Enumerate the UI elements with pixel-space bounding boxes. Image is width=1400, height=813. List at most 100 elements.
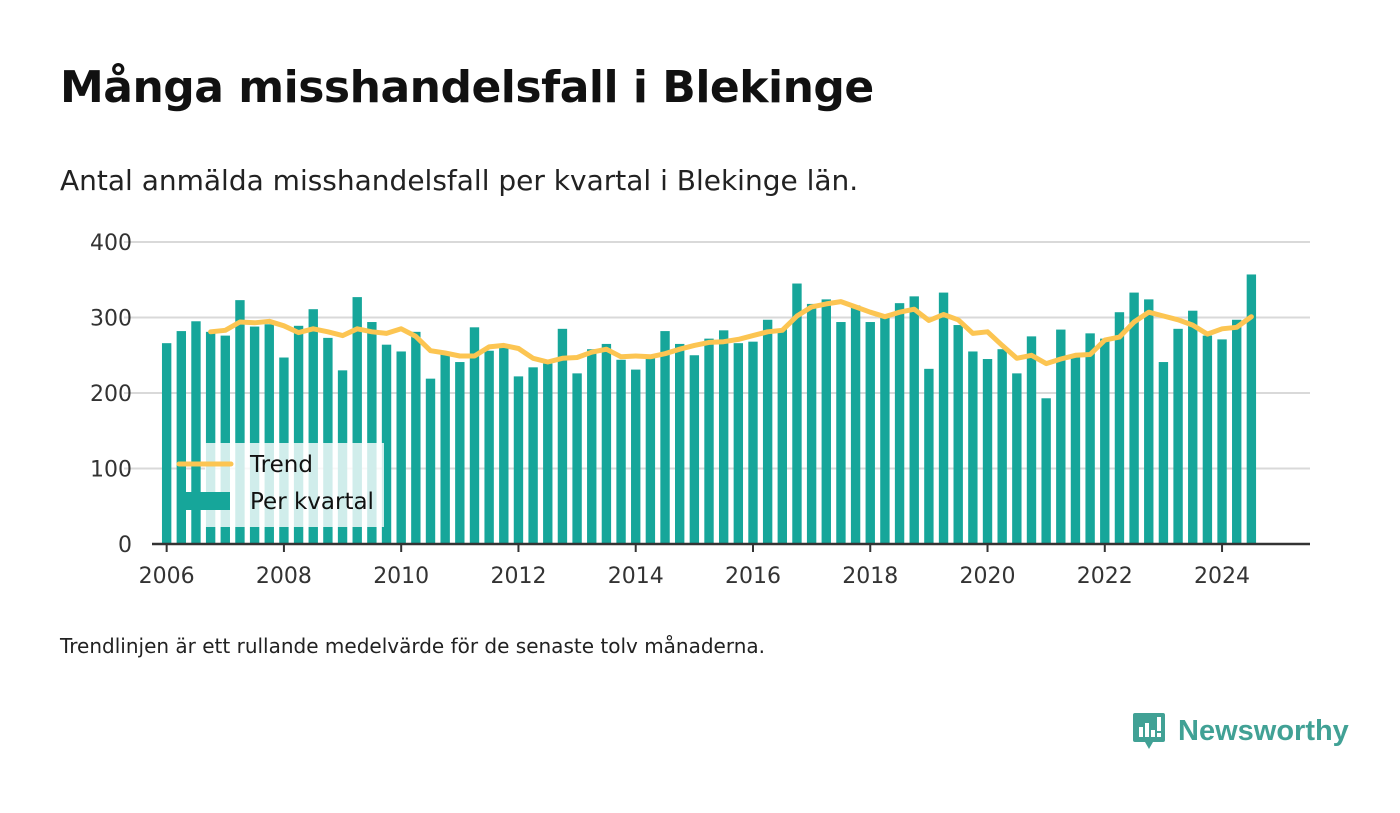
trend-line <box>208 299 1254 367</box>
bar <box>205 331 216 544</box>
bar <box>425 378 436 544</box>
bar <box>953 325 963 544</box>
bar <box>308 309 318 544</box>
bar <box>455 362 465 544</box>
bar <box>235 300 245 544</box>
bar <box>762 319 773 544</box>
bar <box>499 346 509 544</box>
x-tick-label: 2022 <box>1077 564 1133 589</box>
x-tick-label: 2018 <box>842 564 898 589</box>
bar <box>381 344 392 544</box>
bar <box>1246 274 1257 544</box>
bar <box>1056 329 1066 544</box>
footnote: Trendlinjen är ett rullande medelvärde f… <box>60 634 766 658</box>
bar <box>1085 333 1095 544</box>
bar <box>880 315 890 544</box>
bar <box>469 327 480 544</box>
bar <box>1217 339 1227 544</box>
bar <box>1158 362 1169 544</box>
bar <box>894 303 905 544</box>
bar <box>850 305 861 544</box>
bar <box>748 341 758 544</box>
brand-logo: Newsworthy <box>1132 711 1349 751</box>
bar <box>836 322 846 544</box>
bar <box>220 335 230 544</box>
bar <box>1188 310 1198 544</box>
bar <box>367 322 377 544</box>
bar <box>1114 312 1125 544</box>
bar <box>1144 299 1154 544</box>
brand-name: Newsworthy <box>1178 714 1349 747</box>
bar <box>587 349 597 544</box>
x-tick-label: 2006 <box>139 564 195 589</box>
bar-series <box>161 274 1257 544</box>
y-tick-label: 100 <box>90 458 132 483</box>
bar <box>645 354 656 544</box>
y-axis-ticks: 0 100 200 300 400 <box>90 231 132 558</box>
bar <box>1012 373 1022 544</box>
bar <box>675 343 685 544</box>
bar <box>411 331 421 544</box>
bar <box>440 354 450 544</box>
bar <box>1129 292 1139 544</box>
bar <box>513 376 524 544</box>
bar <box>191 321 201 544</box>
bar <box>997 349 1007 544</box>
bar <box>572 373 582 544</box>
y-tick-label: 0 <box>118 533 132 558</box>
bar <box>1232 319 1242 544</box>
legend-background <box>205 443 384 527</box>
bar <box>821 299 831 544</box>
bar <box>792 283 802 544</box>
bar <box>293 325 304 544</box>
bar <box>352 297 362 544</box>
bar <box>1202 335 1213 544</box>
page-title: Många misshandelsfall i Blekinge <box>60 62 874 113</box>
y-tick-label: 200 <box>90 382 132 407</box>
bar <box>1041 398 1051 544</box>
x-tick-label: 2008 <box>256 564 312 589</box>
y-tick-label: 300 <box>90 307 132 332</box>
x-tick-label: 2014 <box>608 564 664 589</box>
bar <box>616 359 626 544</box>
bar <box>865 322 875 544</box>
x-tick-label: 2010 <box>373 564 429 589</box>
bar <box>161 343 172 544</box>
bar <box>264 324 274 544</box>
bar <box>601 343 612 544</box>
bar <box>718 330 729 544</box>
bar <box>557 328 568 544</box>
legend-trend-label: Trend <box>249 452 313 478</box>
bar <box>689 355 700 544</box>
bar <box>938 292 949 544</box>
chart-speech-bubble-icon <box>1133 713 1165 749</box>
x-tick-label: 2020 <box>960 564 1016 589</box>
bar <box>323 337 333 544</box>
bar <box>1173 328 1183 544</box>
bar <box>396 351 406 544</box>
bar <box>249 326 260 544</box>
bar <box>924 368 934 544</box>
x-axis-ticks: 2006 2008 2010 2012 2014 2016 2018 2020 2022 2024 <box>139 544 1250 589</box>
bar <box>968 351 978 544</box>
bar <box>909 296 919 544</box>
bar <box>1100 338 1110 544</box>
bar <box>631 369 641 544</box>
bar <box>1070 355 1081 544</box>
bar <box>806 303 817 544</box>
bar <box>660 331 670 544</box>
x-tick-label: 2012 <box>490 564 546 589</box>
bar <box>704 338 714 544</box>
bar <box>777 328 787 544</box>
page-subtitle: Antal anmälda misshandelsfall per kvarta… <box>60 164 859 197</box>
bar <box>528 367 538 544</box>
bar <box>1026 336 1037 544</box>
legend-bars-label: Per kvartal <box>250 489 374 515</box>
bar <box>982 359 993 544</box>
x-tick-label: 2024 <box>1194 564 1250 589</box>
bar <box>543 363 553 544</box>
x-tick-label: 2016 <box>725 564 781 589</box>
bar <box>733 343 744 544</box>
bar <box>484 350 494 544</box>
